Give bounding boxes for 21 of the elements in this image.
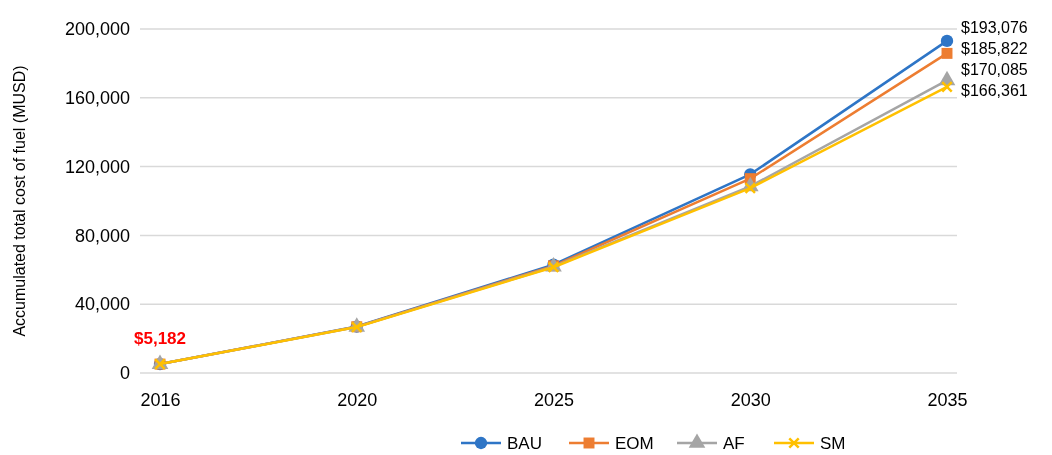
legend-label: AF <box>723 434 745 453</box>
data-label: $193,076 <box>961 18 1028 36</box>
y-tick-label: 40,000 <box>74 294 130 315</box>
y-tick-label: 80,000 <box>74 225 130 246</box>
x-tick-label: 2025 <box>533 389 575 410</box>
x-tick-label: 2030 <box>730 389 771 410</box>
annotation: $5,182 <box>134 329 186 349</box>
y-tick-label: 0 <box>119 363 130 384</box>
data-label: $166,361 <box>961 81 1028 99</box>
data-label: $185,822 <box>961 39 1028 57</box>
legend-label: EOM <box>615 434 654 453</box>
data-label: $170,085 <box>961 60 1028 78</box>
x-tick-label: 2020 <box>337 389 378 410</box>
y-tick-label: 120,000 <box>64 156 130 177</box>
x-tick-label: 2016 <box>140 389 181 410</box>
y-tick-label: 200,000 <box>64 19 130 40</box>
y-axis-title: Accumulated total cost of fuel (MUSD) <box>11 65 28 337</box>
y-tick-label: 160,000 <box>64 88 130 109</box>
x-tick-label: 2035 <box>927 389 968 410</box>
legend-label: BAU <box>507 434 542 453</box>
legend-label: SM <box>820 434 846 453</box>
